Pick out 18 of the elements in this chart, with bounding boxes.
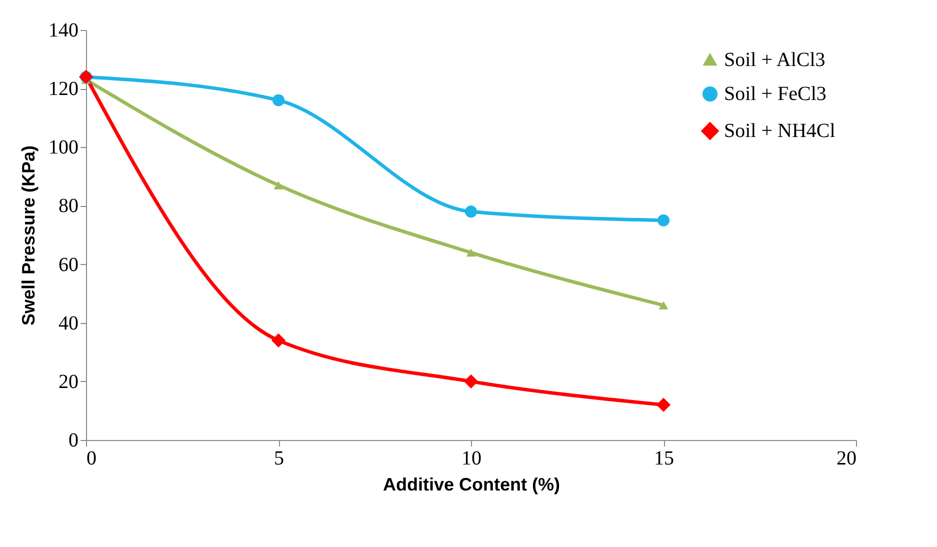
legend-label: Soil + FeCl3 (724, 83, 826, 105)
y-tick-label: 0 (68, 430, 78, 452)
y-tick-label: 140 (48, 20, 78, 42)
y-tick-label: 40 (58, 312, 78, 334)
x-tick-label: 0 (86, 448, 96, 470)
x-tick-label: 15 (654, 448, 674, 470)
x-tick-label: 5 (274, 448, 284, 470)
y-tick-label: 80 (58, 195, 78, 218)
y-tick-label: 120 (48, 78, 78, 100)
x-axis-title: Additive Content (%) (383, 474, 560, 494)
legend-label: Soil + AlCl3 (724, 49, 826, 71)
legend-label: Soil + NH4Cl (724, 120, 836, 142)
y-tick-label: 20 (58, 370, 78, 393)
y-tick-label: 60 (58, 254, 78, 276)
x-tick-label: 10 (462, 448, 482, 470)
x-tick-label: 20 (836, 448, 856, 470)
y-tick-label: 100 (48, 136, 78, 159)
y-axis-title: Swell Pressure (KPa) (18, 145, 38, 326)
